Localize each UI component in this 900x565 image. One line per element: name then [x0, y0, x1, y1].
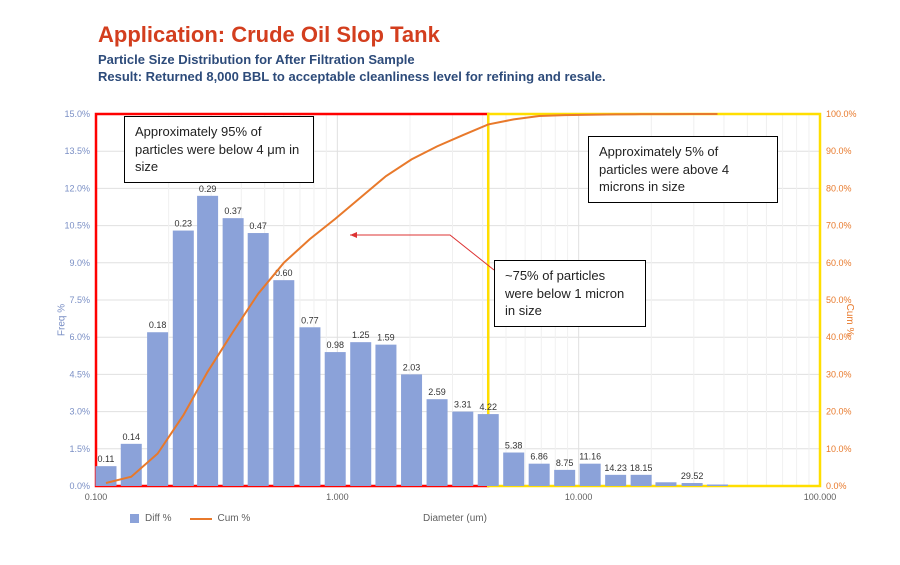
y-right-tick: 100.0% [826, 110, 857, 119]
chart-title: Application: Crude Oil Slop Tank [98, 22, 900, 48]
y-right-tick: 10.0% [826, 444, 852, 454]
y-right-axis-label: Cum % [844, 304, 855, 337]
callout-75: ~75% of particles were below 1 micron in… [494, 260, 646, 327]
bar-label: 3.31 [454, 400, 472, 410]
callout-leader [350, 235, 494, 270]
bar [503, 453, 524, 486]
bar [350, 342, 371, 486]
y-left-tick: 1.5% [69, 444, 90, 454]
bar [605, 475, 626, 486]
bar-label: 0.23 [175, 219, 193, 229]
bar-label: 0.29 [199, 184, 217, 194]
x-tick: 100.000 [804, 492, 837, 502]
x-tick: 1.000 [326, 492, 349, 502]
legend-cum-label: Cum % [218, 513, 251, 524]
bar [529, 464, 550, 486]
chart-result: Result: Returned 8,000 BBL to acceptable… [98, 69, 900, 84]
bar-label: 1.59 [377, 333, 395, 343]
line-swatch-icon [190, 518, 212, 520]
bar [580, 464, 601, 486]
bar-label: 18.15 [630, 463, 653, 473]
bar-label: 6.86 [530, 452, 548, 462]
bar-swatch-icon [130, 514, 139, 523]
x-tick: 0.100 [85, 492, 108, 502]
bar [248, 233, 269, 486]
bar-label: 0.77 [301, 315, 319, 325]
y-left-tick: 3.0% [69, 407, 90, 417]
bar-label: 0.98 [326, 340, 344, 350]
bar [375, 345, 396, 486]
legend-diff-label: Diff % [145, 513, 172, 524]
bar [147, 332, 168, 486]
bar [197, 196, 218, 486]
chart-container: Freq % Cum % Diameter (um) 0.0% 1.5% 3.0% 4… [40, 110, 870, 530]
bar [273, 280, 294, 486]
bar-label: 2.03 [403, 362, 421, 372]
legend: Diff % Cum % [130, 513, 250, 524]
bar-label: 29.52 [681, 471, 704, 481]
bar-label: 0.11 [98, 454, 115, 464]
y-left-tick: 0.0% [69, 481, 90, 491]
bar [707, 485, 728, 486]
bar [325, 352, 346, 486]
legend-cum: Cum % [190, 513, 251, 524]
bar [223, 218, 244, 486]
y-left-tick: 10.5% [64, 221, 90, 231]
x-axis-label: Diameter (um) [423, 513, 487, 524]
legend-diff: Diff % [130, 513, 172, 524]
bar [299, 327, 320, 486]
bar [631, 475, 652, 486]
bar-label: 2.59 [428, 387, 446, 397]
y-left-axis-label: Freq % [57, 304, 68, 336]
y-left-tick: 6.0% [69, 332, 90, 342]
bar [554, 470, 575, 486]
bar-label: 0.47 [249, 221, 267, 231]
bar [173, 231, 194, 486]
y-left-tick: 4.5% [69, 369, 90, 379]
bar-label: 11.16 [579, 452, 601, 462]
y-left-tick: 15.0% [64, 110, 90, 119]
y-left-tick: 9.0% [69, 258, 90, 268]
arrow-icon [350, 232, 357, 238]
callout-5: Approximately 5% of particles were above… [588, 136, 778, 203]
bar [478, 414, 499, 486]
y-right-tick: 20.0% [826, 407, 852, 417]
bar-label: 5.38 [505, 441, 523, 451]
y-right-tick: 30.0% [826, 369, 852, 379]
y-right-tick: 70.0% [826, 221, 852, 231]
x-tick: 10.000 [565, 492, 593, 502]
y-left-tick: 12.0% [64, 183, 90, 193]
bar [682, 483, 703, 486]
bar-label: 8.75 [556, 458, 574, 468]
bar-label: 1.25 [352, 330, 370, 340]
bar-label: 0.18 [149, 320, 167, 330]
y-left-tick: 13.5% [64, 146, 90, 156]
y-right-tick: 60.0% [826, 258, 852, 268]
y-right-tick: 80.0% [826, 183, 852, 193]
bar [452, 412, 473, 486]
bar [427, 399, 448, 486]
bar-label: 4.22 [479, 402, 497, 412]
bar [655, 482, 676, 486]
bar-label: 0.14 [122, 432, 140, 442]
y-left-tick: 7.5% [69, 295, 90, 305]
bar-label: 0.37 [224, 206, 242, 216]
chart-subtitle: Particle Size Distribution for After Fil… [98, 52, 900, 67]
bar-label: 14.23 [604, 463, 627, 473]
bar [121, 444, 142, 486]
y-right-tick: 0.0% [826, 481, 847, 491]
y-right-tick: 90.0% [826, 146, 852, 156]
bar [401, 374, 422, 486]
callout-95: Approximately 95% of particles were belo… [124, 116, 314, 183]
